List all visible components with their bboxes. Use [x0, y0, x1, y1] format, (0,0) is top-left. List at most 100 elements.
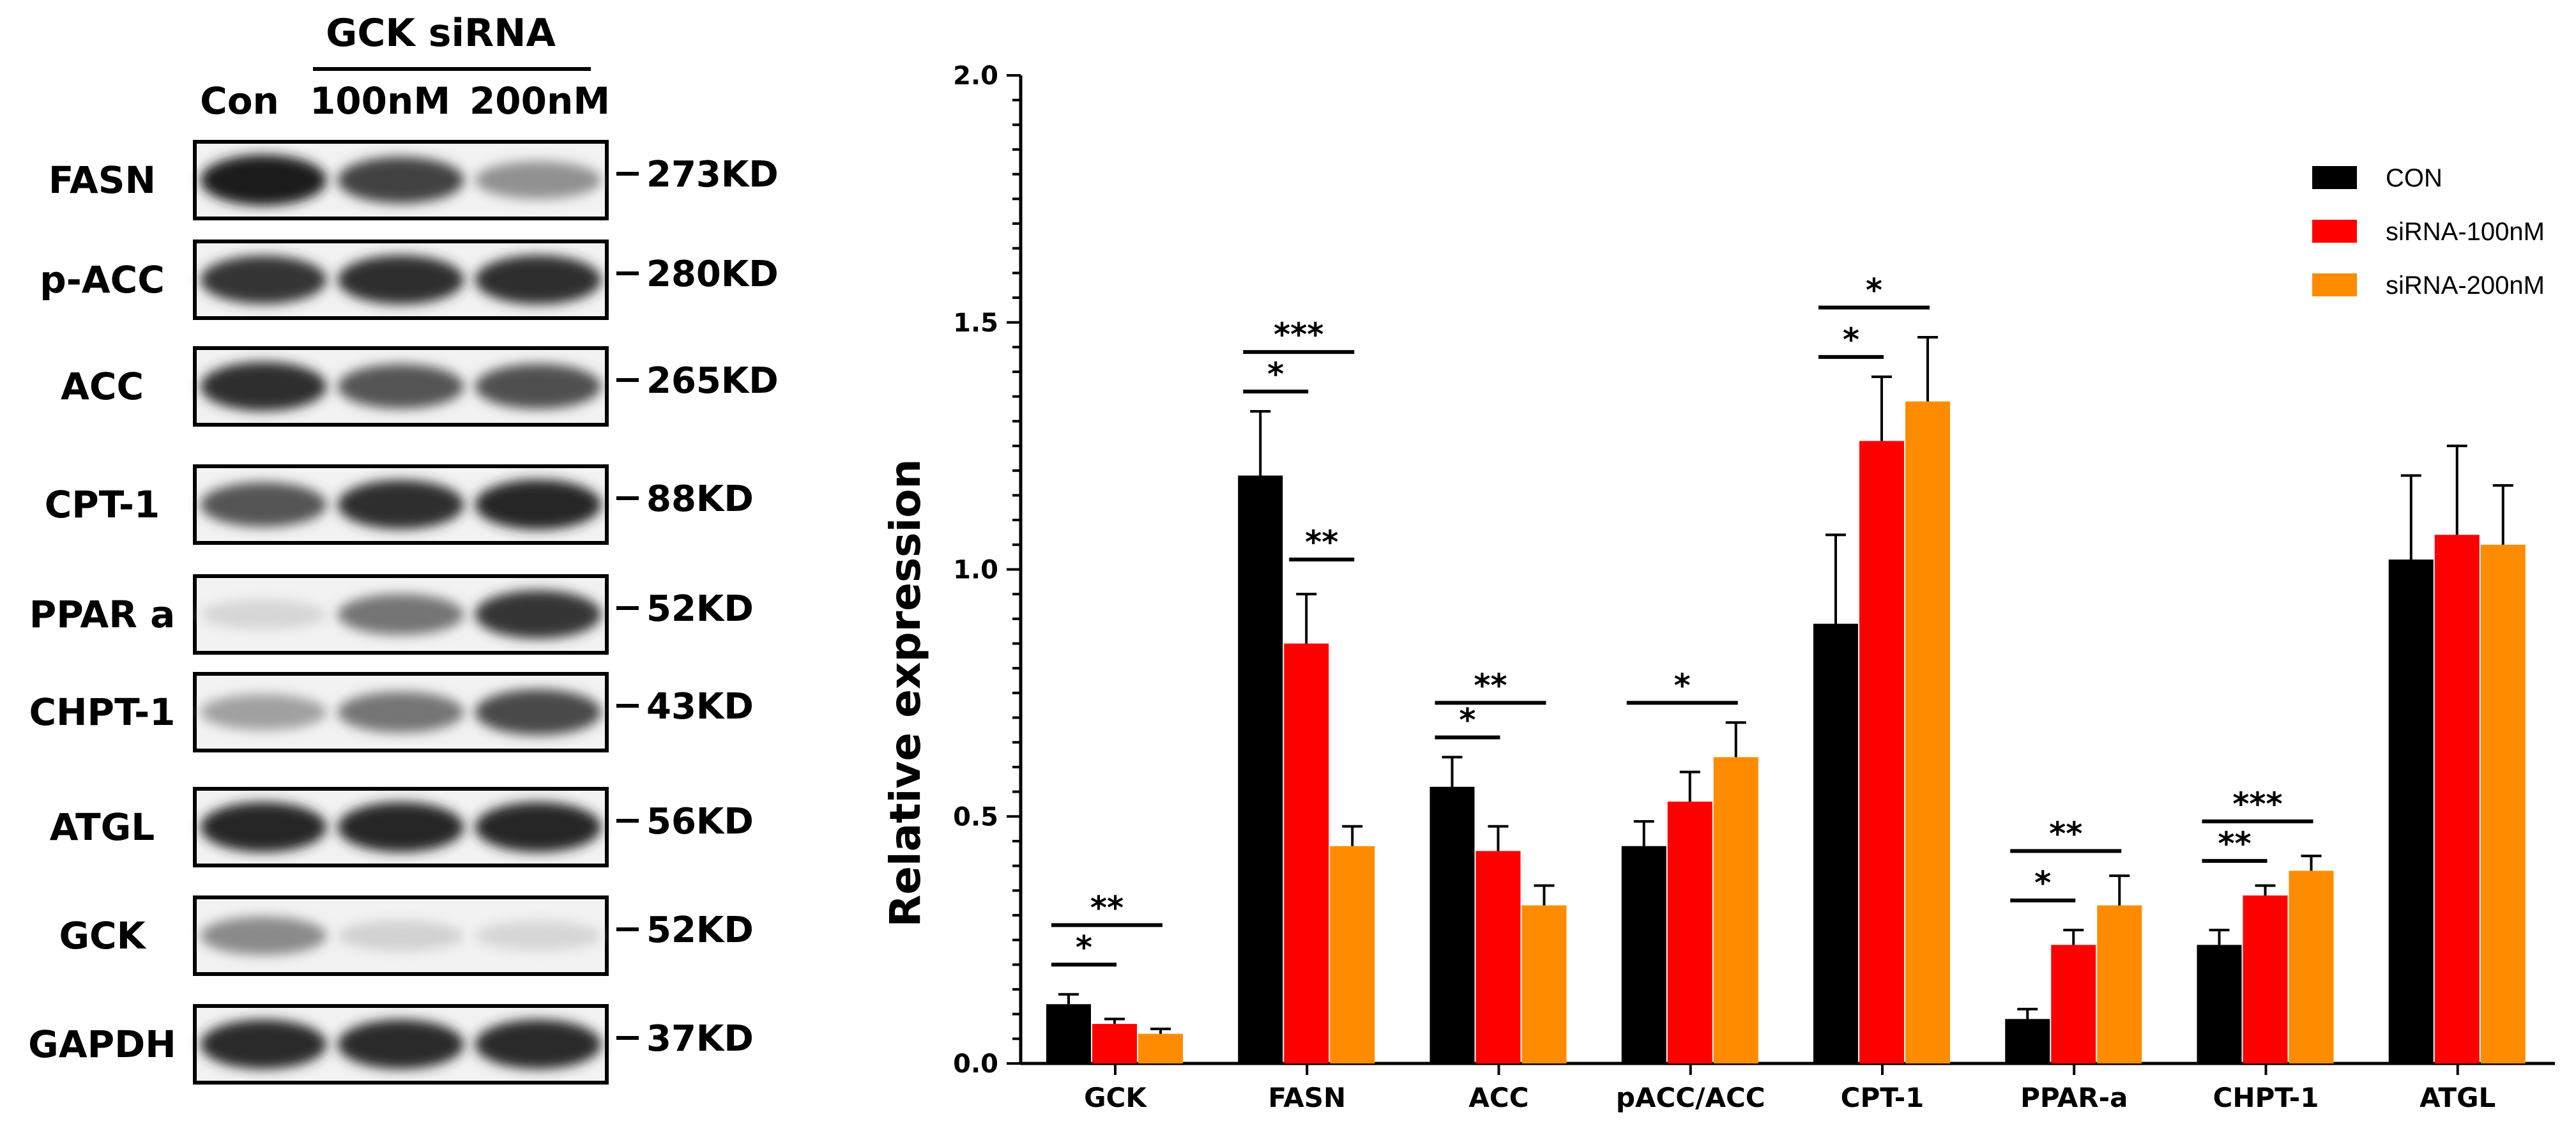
blot-band — [337, 363, 464, 409]
blot-band — [200, 482, 327, 528]
blot-band — [337, 802, 464, 853]
blot-row: CPT-1 88KD — [45, 464, 754, 545]
chart-legend: CON siRNA-100nM siRNA-200nM — [2312, 164, 2545, 300]
significance-label: * — [1267, 356, 1284, 393]
x-tick-label: ATGL — [2420, 1082, 2496, 1113]
x-tick-label: ACC — [1468, 1082, 1528, 1113]
blot-protein-label: ATGL — [50, 805, 155, 849]
bar — [1667, 802, 1712, 1063]
bar — [2289, 871, 2334, 1063]
bar — [1621, 846, 1666, 1063]
bar — [2434, 535, 2480, 1063]
bar — [1238, 475, 1283, 1063]
blot-band — [200, 1019, 327, 1069]
x-tick-label: FASN — [1268, 1082, 1346, 1113]
x-tick-label: PPAR-a — [2020, 1082, 2128, 1113]
bar — [2097, 905, 2142, 1063]
blot-protein-label: p-ACC — [40, 258, 165, 301]
blot-row: FASN 273KD — [49, 140, 779, 220]
legend-swatch — [2312, 273, 2357, 296]
blot-size-label: 265KD — [646, 360, 779, 402]
bar — [2480, 544, 2526, 1063]
blot-band — [337, 255, 464, 305]
blot-band — [475, 920, 602, 951]
blot-protein-label: CHPT-1 — [29, 690, 175, 734]
blot-row: CHPT-1 43KD — [29, 672, 754, 752]
legend-swatch — [2312, 166, 2357, 189]
blot-protein-label: CPT-1 — [45, 483, 160, 526]
y-axis-label: Relative expression — [881, 459, 930, 927]
blot-protein-label: ACC — [61, 365, 144, 408]
legend-label: CON — [2386, 164, 2443, 192]
significance-label: * — [1459, 701, 1475, 738]
blot-band — [337, 920, 464, 951]
blot-size-label: 43KD — [646, 686, 754, 727]
bar — [2243, 895, 2288, 1063]
blot-band — [337, 691, 464, 733]
bar — [1138, 1033, 1183, 1063]
blot-band — [475, 590, 602, 639]
blot-band — [337, 480, 464, 529]
blot-column-label: 100nM — [310, 79, 450, 123]
significance-label: * — [2034, 865, 2051, 902]
x-tick-label: pACC/ACC — [1616, 1082, 1765, 1113]
y-tick-label: 1.0 — [953, 556, 998, 585]
y-tick-label: 0.0 — [953, 1049, 998, 1079]
western-blot-panel: GCK siRNA Con 100nM 200nM FASN 273KD p-ACC 28… — [28, 11, 779, 1085]
significance-label: ** — [2049, 815, 2082, 852]
x-tick-label: CHPT-1 — [2213, 1082, 2319, 1113]
bar — [2197, 945, 2242, 1063]
bar — [1330, 846, 1375, 1063]
bar — [2388, 560, 2434, 1063]
bar — [1813, 623, 1858, 1063]
blot-band — [337, 593, 464, 636]
blot-band — [475, 255, 602, 305]
blot-size-label: 88KD — [646, 478, 754, 520]
significance-label: *** — [2232, 786, 2282, 823]
blot-band — [200, 694, 327, 731]
blot-row: GAPDH 37KD — [28, 1004, 754, 1085]
blot-protein-label: FASN — [49, 158, 156, 202]
blot-row: ATGL 56KD — [50, 787, 754, 867]
blot-size-label: 37KD — [646, 1018, 754, 1060]
blot-size-label: 273KD — [646, 154, 779, 195]
significance-label: ** — [1090, 889, 1124, 926]
blot-band — [475, 161, 602, 199]
legend-swatch — [2312, 220, 2357, 243]
blot-band — [475, 802, 602, 853]
bar — [2051, 945, 2096, 1063]
blot-column-label: Con — [200, 79, 279, 123]
significance-label: * — [1866, 272, 1882, 309]
blot-band — [475, 363, 602, 409]
blot-row: p-ACC 280KD — [40, 240, 779, 320]
significance-label: * — [1076, 929, 1092, 966]
blot-band — [200, 362, 327, 411]
blot-band — [475, 479, 602, 530]
blot-band — [200, 155, 327, 206]
bar — [1092, 1024, 1137, 1063]
bar — [1905, 401, 1950, 1063]
blot-row: PPAR a 52KD — [29, 574, 754, 655]
x-tick-label: CPT-1 — [1841, 1082, 1924, 1113]
bar — [2005, 1019, 2050, 1063]
bar — [1429, 786, 1475, 1063]
bar-chart-panel: Relative expression 0.0 0.5 1.0 1.5 2.0 GCK FA… — [881, 61, 2555, 1113]
bar — [1046, 1004, 1091, 1063]
blot-size-label: 56KD — [646, 801, 754, 842]
y-tick-label: 1.5 — [953, 309, 998, 338]
blot-size-label: 280KD — [646, 254, 779, 295]
significance-label: ** — [1474, 667, 1507, 704]
significance-label: * — [1843, 321, 1859, 358]
bar — [1859, 441, 1904, 1063]
significance-label: ** — [1305, 524, 1338, 561]
blot-size-label: 52KD — [646, 910, 754, 951]
blot-band — [200, 916, 327, 956]
blot-band — [475, 689, 602, 735]
significance-label: ** — [2218, 825, 2251, 862]
blot-band — [200, 599, 327, 630]
blot-size-label: 52KD — [646, 588, 754, 630]
y-tick-label: 0.5 — [953, 802, 998, 832]
blot-row: GCK 52KD — [59, 895, 754, 976]
blot-band — [337, 156, 464, 204]
